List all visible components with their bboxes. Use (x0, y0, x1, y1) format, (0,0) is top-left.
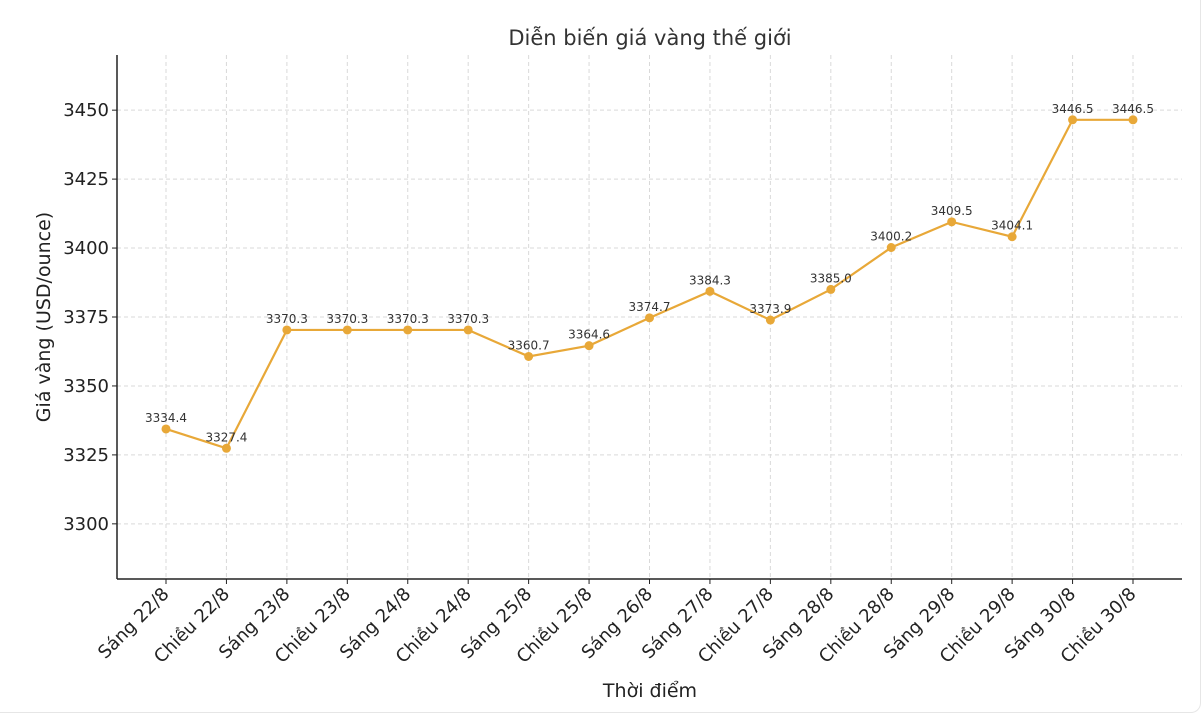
y-axis-label: Giá vàng (USD/ounce) (33, 212, 55, 422)
y-tick-label: 3400 (63, 238, 109, 259)
data-point (826, 284, 836, 294)
y-ticks: 3300 3325 3350 3375 3400 3425 3450 (63, 100, 117, 535)
data-label: 3446.5 (1112, 102, 1154, 116)
y-tick-label: 3425 (63, 169, 109, 190)
data-label: 3334.4 (145, 411, 187, 425)
data-label: 3370.3 (266, 312, 308, 326)
data-point (584, 341, 594, 351)
data-point (1007, 232, 1017, 242)
data-point (524, 351, 534, 361)
data-point (463, 325, 473, 335)
data-point (161, 424, 171, 434)
data-point (886, 243, 896, 253)
data-label: 3364.6 (568, 328, 610, 342)
y-tick-label: 3325 (63, 445, 109, 466)
data-label: 3373.9 (749, 302, 791, 316)
chart-title: Diễn biến giá vàng thế giới (508, 25, 791, 50)
data-label: 3384.3 (689, 273, 731, 287)
data-label: 3370.3 (326, 312, 368, 326)
data-label: 3374.7 (629, 300, 671, 314)
x-axis-label: Thời điểm (602, 680, 697, 702)
data-labels: 3334.4 3327.4 3370.3 3370.3 3370.3 3370.3 3360… (145, 102, 1154, 444)
data-point (947, 217, 957, 227)
data-point (403, 325, 413, 335)
y-tick-label: 3450 (63, 100, 109, 121)
y-tick-label: 3350 (63, 376, 109, 397)
data-label: 3409.5 (931, 204, 973, 218)
y-tick-label: 3300 (63, 514, 109, 535)
data-label: 3446.5 (1052, 102, 1094, 116)
data-point (1128, 115, 1138, 125)
data-point (645, 313, 654, 323)
y-tick-label: 3375 (63, 307, 109, 328)
data-label: 3327.4 (205, 430, 247, 444)
data-point (342, 325, 352, 335)
data-label: 3370.3 (447, 312, 489, 326)
data-point (1068, 115, 1078, 125)
data-point (765, 315, 775, 325)
data-label: 3400.2 (870, 230, 912, 244)
data-point (221, 443, 231, 453)
data-points (161, 115, 1138, 453)
data-point (282, 325, 292, 335)
data-label: 3404.1 (991, 219, 1033, 233)
data-point (705, 286, 715, 296)
data-label: 3385.0 (810, 271, 852, 285)
data-label: 3360.7 (508, 338, 550, 352)
data-label: 3370.3 (387, 312, 429, 326)
grid-lines (117, 55, 1182, 579)
